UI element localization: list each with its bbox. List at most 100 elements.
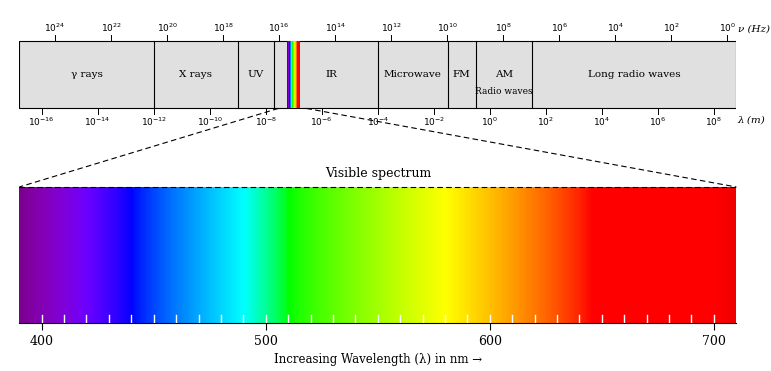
Bar — [389, 187, 390, 323]
Bar — [551, 187, 552, 323]
Bar — [199, 187, 200, 323]
Bar — [252, 187, 254, 323]
Bar — [524, 187, 525, 323]
Bar — [717, 187, 719, 323]
Bar — [608, 187, 610, 323]
Bar — [145, 187, 146, 323]
Bar — [615, 187, 617, 323]
Bar — [632, 187, 634, 323]
Bar — [651, 187, 652, 323]
Bar — [180, 187, 182, 323]
Bar — [687, 187, 689, 323]
Bar — [390, 187, 391, 323]
Bar — [374, 187, 375, 323]
Bar — [447, 187, 448, 323]
Bar — [599, 187, 600, 323]
Bar — [251, 187, 252, 323]
Bar — [580, 187, 581, 323]
Bar — [470, 187, 471, 323]
Bar — [291, 187, 293, 323]
Bar — [210, 187, 212, 323]
Bar — [643, 187, 645, 323]
Bar — [265, 187, 267, 323]
Bar — [626, 187, 628, 323]
Bar — [124, 187, 126, 323]
Bar — [408, 187, 409, 323]
Bar — [123, 187, 124, 323]
Text: $10^{8}$: $10^{8}$ — [705, 115, 722, 128]
Bar — [430, 187, 432, 323]
Text: IR: IR — [325, 70, 338, 79]
Bar — [519, 187, 520, 323]
Bar — [208, 187, 209, 323]
Bar — [196, 187, 197, 323]
Text: $10^{-10}$: $10^{-10}$ — [197, 115, 223, 128]
Bar — [629, 187, 630, 323]
Bar — [76, 187, 78, 323]
Bar — [59, 187, 60, 323]
Bar — [73, 187, 74, 323]
Bar — [614, 187, 615, 323]
Bar — [712, 187, 714, 323]
Text: $10^{14}$: $10^{14}$ — [325, 21, 345, 34]
Bar — [662, 187, 663, 323]
Bar — [451, 187, 452, 323]
Bar — [703, 187, 704, 323]
Bar — [126, 187, 127, 323]
Bar — [100, 187, 102, 323]
Bar — [318, 187, 319, 323]
Bar — [711, 187, 712, 323]
Text: Visible spectrum: Visible spectrum — [325, 167, 431, 180]
Bar — [176, 187, 177, 323]
Bar — [365, 187, 366, 323]
Bar — [729, 187, 730, 323]
Bar — [630, 187, 631, 323]
Bar — [634, 187, 635, 323]
Bar — [215, 187, 217, 323]
Bar — [547, 187, 549, 323]
Bar — [680, 187, 682, 323]
Bar — [225, 187, 226, 323]
Bar — [116, 187, 117, 323]
Bar — [65, 187, 66, 323]
Bar — [639, 187, 641, 323]
Bar — [449, 187, 451, 323]
Text: $10^{0}$: $10^{0}$ — [481, 115, 498, 128]
Text: $10^{-2}$: $10^{-2}$ — [423, 115, 445, 128]
Bar — [631, 187, 632, 323]
Bar — [161, 187, 163, 323]
Bar — [269, 187, 270, 323]
Bar — [120, 187, 121, 323]
Bar — [702, 187, 703, 323]
Bar — [78, 187, 79, 323]
Bar — [61, 187, 62, 323]
Bar — [347, 187, 348, 323]
Bar — [244, 187, 245, 323]
Bar — [241, 187, 243, 323]
Bar — [86, 187, 87, 323]
Bar — [113, 187, 115, 323]
Bar — [147, 187, 148, 323]
Text: $10^{-8}$: $10^{-8}$ — [254, 115, 277, 128]
Bar — [727, 187, 728, 323]
Bar — [706, 187, 708, 323]
Bar — [378, 187, 379, 323]
Bar — [506, 187, 507, 323]
Bar — [393, 187, 395, 323]
Bar — [434, 187, 435, 323]
Bar — [611, 187, 612, 323]
Bar — [684, 187, 685, 323]
Bar — [173, 187, 175, 323]
Bar — [409, 187, 410, 323]
Bar — [160, 187, 161, 323]
Bar — [32, 187, 34, 323]
Bar — [709, 187, 710, 323]
Bar — [317, 187, 318, 323]
Bar — [510, 187, 512, 323]
Text: $10^{20}$: $10^{20}$ — [157, 21, 177, 34]
Bar — [440, 187, 441, 323]
Bar — [564, 187, 565, 323]
Bar — [227, 187, 228, 323]
Bar — [591, 187, 593, 323]
Bar — [538, 187, 539, 323]
